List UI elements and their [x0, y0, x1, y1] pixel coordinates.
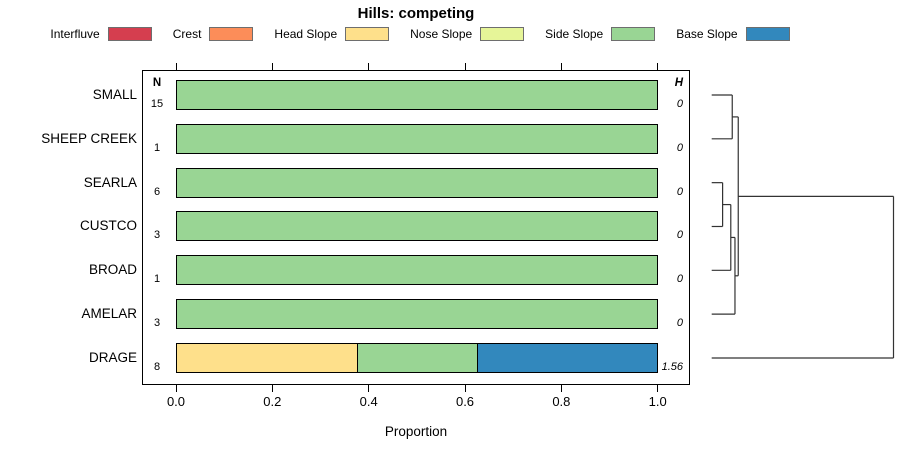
legend-label: Interfluve: [50, 27, 100, 41]
h-value: 0: [676, 317, 683, 330]
bar-segment: [476, 343, 657, 372]
x-tick-label: 0.2: [263, 394, 282, 409]
bar-segment: [356, 343, 477, 372]
legend-label: Base Slope: [676, 27, 738, 41]
h-value: 1.56: [661, 360, 683, 373]
h-value: 0: [676, 273, 683, 286]
stacked-bar: [176, 80, 658, 110]
x-tick-top: [464, 63, 466, 70]
chart-title: Hills: competing: [357, 5, 475, 22]
bar-segment: [177, 212, 657, 241]
legend-swatch: [209, 27, 254, 41]
h-value: 0: [676, 185, 683, 198]
x-tick-bottom: [175, 385, 177, 392]
x-tick-label: 0.8: [552, 394, 571, 409]
legend-swatch: [611, 27, 656, 41]
h-value: 0: [676, 229, 683, 242]
bar-segment: [177, 168, 657, 197]
row-label: BROAD: [88, 262, 137, 278]
h-value: 0: [676, 141, 683, 154]
x-tick-bottom: [368, 385, 370, 392]
stacked-bar: [176, 255, 658, 286]
x-tick-bottom: [464, 385, 466, 392]
x-tick-top: [560, 63, 562, 70]
legend-swatch: [107, 27, 152, 41]
x-tick-top: [368, 63, 370, 70]
legend-label: Nose Slope: [410, 27, 473, 41]
x-tick-label: 0.6: [455, 394, 475, 409]
legend-item: Crest: [173, 27, 254, 41]
x-tick-bottom: [657, 385, 659, 392]
legend-item: Interfluve: [50, 27, 152, 41]
row-label: DRAGE: [88, 349, 137, 365]
n-value: 1: [153, 273, 161, 286]
n-value: 8: [153, 360, 161, 373]
legend-label: Crest: [172, 27, 202, 41]
legend: Interfluve Crest Head Slope Nose Slope Side …: [40, 25, 800, 43]
x-tick-bottom: [560, 385, 562, 392]
row-label: SEARLA: [83, 174, 137, 190]
legend-item: Nose Slope: [410, 27, 525, 41]
legend-swatch: [480, 27, 525, 41]
row-label: CUSTCO: [80, 218, 137, 234]
x-tick-top: [175, 63, 177, 70]
legend-item: Base Slope: [676, 27, 790, 41]
h-column-header: H: [674, 77, 683, 89]
stacked-bar: [176, 211, 658, 242]
x-tick-label: 1.0: [648, 394, 667, 409]
legend-swatch: [745, 27, 790, 41]
bar-segment: [177, 256, 657, 285]
stacked-bar: [176, 342, 658, 373]
x-tick-label: 0.4: [359, 394, 378, 409]
legend-label: Head Slope: [274, 27, 338, 41]
bar-segment: [177, 81, 657, 109]
x-axis-title: Proportion: [384, 424, 448, 439]
x-tick-top: [657, 63, 659, 70]
stacked-bar: [176, 123, 658, 154]
bar-segment: [177, 300, 657, 329]
x-tick-bottom: [271, 385, 273, 392]
n-column-header: N: [152, 77, 162, 89]
x-tick-top: [271, 63, 273, 70]
row-label: SMALL: [92, 87, 137, 102]
n-value: 3: [153, 229, 161, 242]
n-value: 15: [150, 98, 164, 110]
bar-segment: [177, 343, 357, 372]
n-value: 3: [153, 317, 161, 330]
bar-segment: [177, 124, 657, 153]
h-value: 0: [676, 98, 683, 110]
n-value: 6: [153, 185, 161, 198]
stacked-bar: [176, 299, 658, 330]
legend-item: Head Slope: [274, 27, 390, 41]
legend-item: Side Slope: [545, 27, 656, 41]
row-label: AMELAR: [81, 306, 137, 322]
legend-label: Side Slope: [545, 27, 604, 41]
n-value: 1: [153, 141, 161, 154]
row-label: SHEEP CREEK: [41, 130, 137, 146]
legend-swatch: [345, 27, 390, 41]
x-tick-label: 0.0: [166, 394, 186, 409]
stacked-bar: [176, 167, 658, 198]
